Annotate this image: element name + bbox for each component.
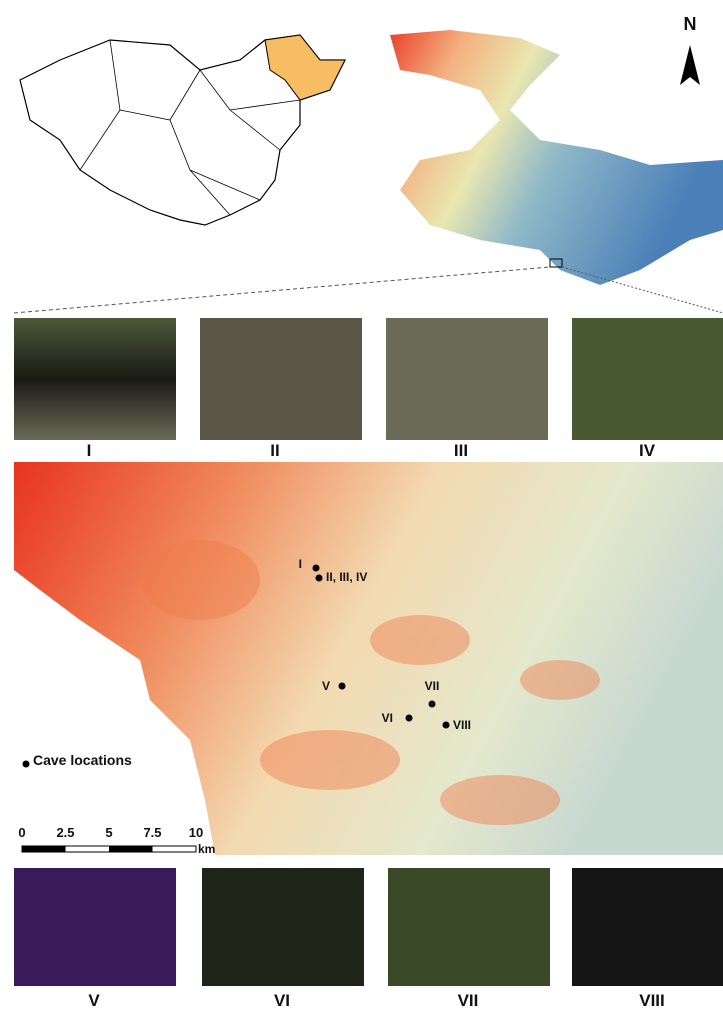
cave-site	[313, 565, 320, 572]
site-label: II, III, IV	[326, 570, 367, 584]
photo-label: IV	[639, 441, 656, 460]
zoom-line	[562, 267, 723, 313]
cave-site	[339, 683, 346, 690]
scale-tick-label: 2.5	[56, 825, 74, 840]
site-label: I	[299, 557, 302, 571]
scale-unit: km	[198, 842, 215, 856]
zoom-line	[14, 267, 550, 313]
cave-site	[443, 722, 450, 729]
figure: N IIIIIIIVVVIVIIVIIIIII, III, IVVVIVIIVI…	[0, 0, 723, 1012]
photo-label: VIII	[639, 991, 665, 1010]
north-label: N	[684, 14, 697, 34]
photo	[202, 868, 364, 986]
site-label: VI	[382, 711, 393, 725]
scale-tick-label: 10	[189, 825, 203, 840]
cave-site	[429, 701, 436, 708]
page: {"north_label": "N", "photos_top": [{"la…	[0, 0, 723, 1012]
site-label: VII	[425, 679, 440, 693]
photo-label: V	[88, 991, 100, 1010]
scale-tick-label: 0	[18, 825, 25, 840]
scale-tick-label: 5	[105, 825, 112, 840]
photo-label: I	[87, 441, 92, 460]
legend-label: Cave locations	[33, 752, 132, 768]
site-label: V	[322, 679, 330, 693]
photo	[572, 318, 723, 440]
cave-site	[406, 715, 413, 722]
photo-label: VI	[274, 991, 290, 1010]
photo	[388, 868, 550, 986]
photo-label: III	[454, 441, 468, 460]
cave-site	[316, 575, 323, 582]
dem-detail	[14, 462, 723, 855]
photo-label: II	[270, 441, 279, 460]
photo	[200, 318, 362, 440]
legend-dot	[23, 761, 30, 768]
north-arrow	[680, 45, 700, 85]
scale-tick-label: 7.5	[143, 825, 161, 840]
photo	[14, 318, 176, 440]
photo	[14, 868, 176, 986]
scale-segment	[22, 846, 66, 852]
dem-province	[390, 30, 723, 285]
scale-segment	[109, 846, 153, 852]
photo-label: VII	[458, 991, 479, 1010]
photo	[572, 868, 723, 986]
site-label: VIII	[453, 718, 471, 732]
photo	[386, 318, 548, 440]
